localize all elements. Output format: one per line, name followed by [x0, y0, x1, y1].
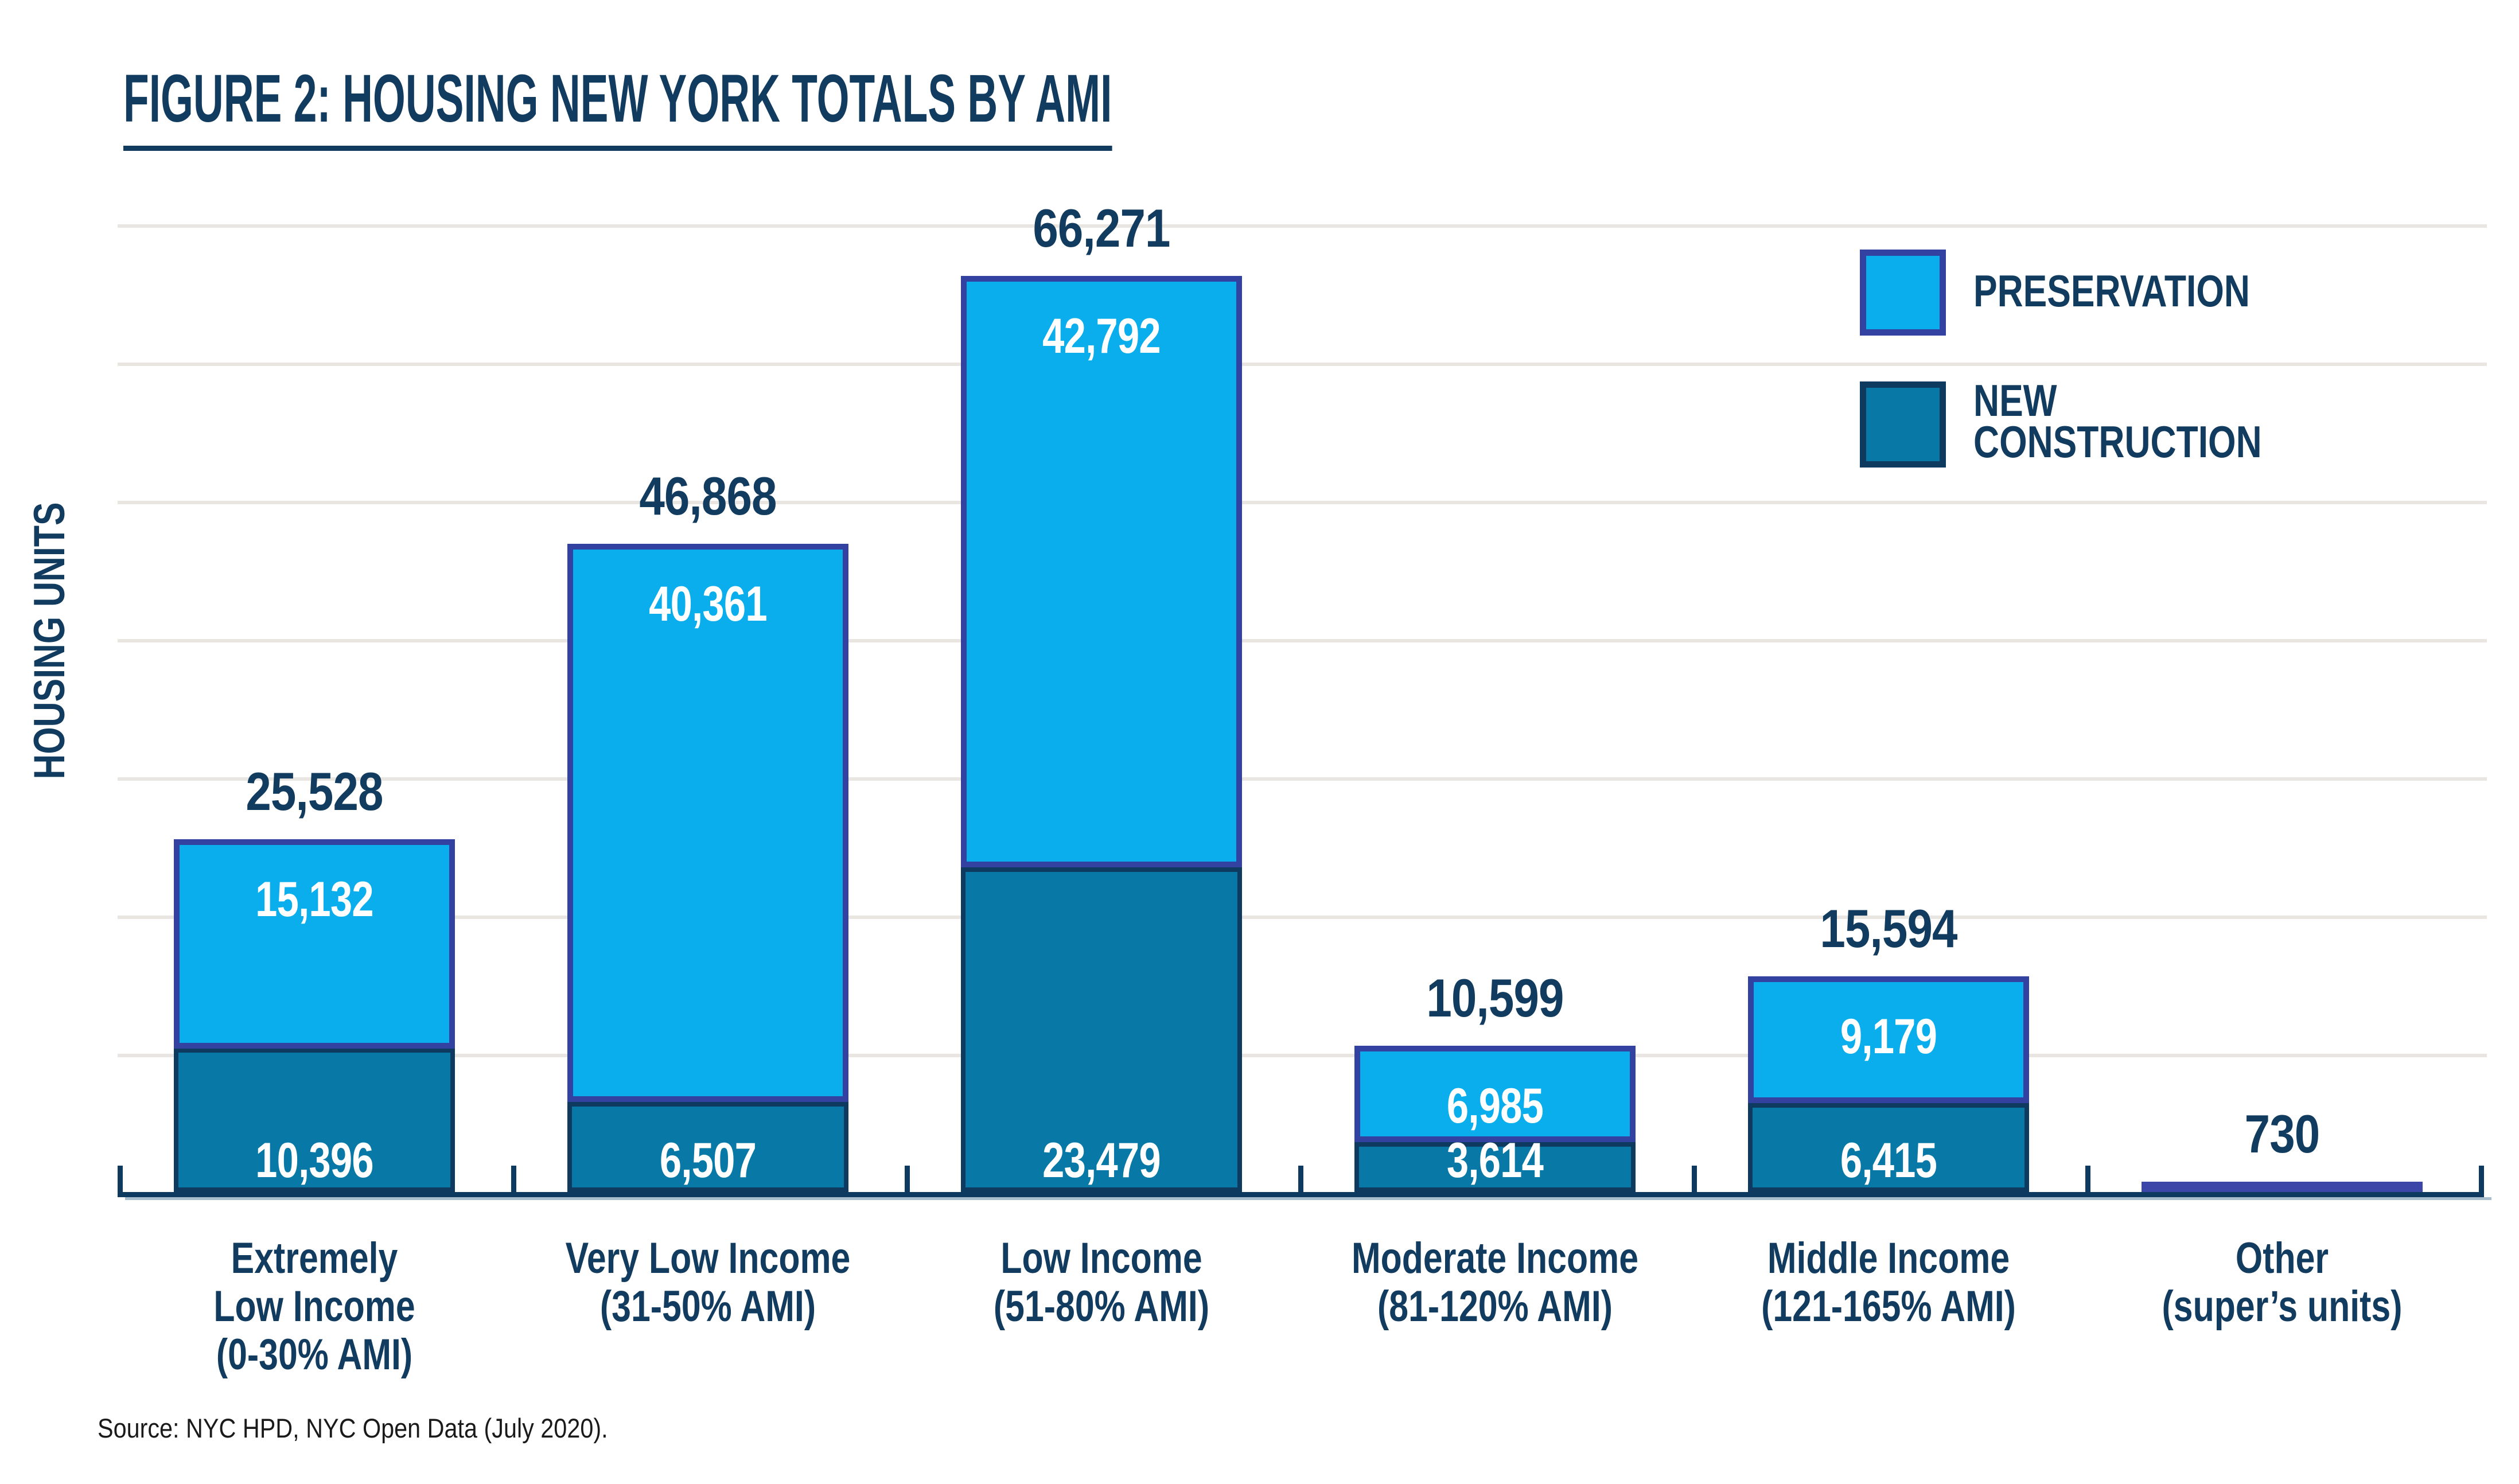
total-label-low-income: 66,271 — [1033, 198, 1170, 258]
bar-segment-preservation-extremely-low-income — [174, 839, 455, 1049]
bar-segment-new-construction-very-low-income — [567, 1102, 848, 1192]
total-label-other: 730 — [2244, 1104, 2321, 1164]
bar-other-supers-units — [2142, 1182, 2423, 1192]
value-label-preservation-middle-income: 9,179 — [1840, 1009, 1937, 1064]
bar-segment-preservation-moderate-income — [1354, 1046, 1636, 1142]
category-label-very-low-income: Very Low Income (31-50% AMI) — [565, 1234, 851, 1331]
gridline-60000 — [118, 363, 2487, 366]
x-axis-shadow — [125, 1197, 2491, 1200]
x-axis-tick-0 — [118, 1166, 123, 1192]
legend-swatch-new-construction — [1860, 381, 1946, 468]
bar-segment-preservation-middle-income — [1748, 976, 2029, 1103]
bar-segment-new-construction-low-income — [961, 867, 1242, 1192]
category-label-moderate-income: Moderate Income (81-120% AMI) — [1351, 1234, 1639, 1331]
figure-title-block: FIGURE 2: HOUSING NEW YORK TOTALS BY AMI — [123, 60, 1112, 151]
gridline-30000 — [118, 777, 2487, 781]
category-label-low-income: Low Income (51-80% AMI) — [993, 1234, 1210, 1331]
legend-label-new-construction: NEW CONSTRUCTION — [1973, 375, 2262, 467]
value-label-preservation-very-low-income: 40,361 — [649, 577, 767, 632]
bar-segment-new-construction-moderate-income — [1354, 1142, 1636, 1192]
total-label-extremely-low-income: 25,528 — [246, 761, 383, 821]
category-label-middle-income: Middle Income (121-165% AMI) — [1761, 1234, 2016, 1331]
value-label-preservation-moderate-income: 6,985 — [1446, 1078, 1544, 1134]
source-note: Source: NYC HPD, NYC Open Data (July 202… — [98, 1413, 608, 1443]
x-axis-tick-5 — [2085, 1166, 2090, 1192]
bar-segment-preservation-low-income — [961, 276, 1242, 867]
gridline-20000 — [118, 916, 2487, 919]
total-label-middle-income: 15,594 — [1820, 898, 1957, 959]
legend-label-preservation: PRESERVATION — [1973, 266, 2250, 316]
value-label-new-construction-extremely-low-income: 10,396 — [255, 1133, 373, 1188]
x-axis-tick-6 — [2479, 1166, 2484, 1192]
x-axis-tick-3 — [1298, 1166, 1303, 1192]
total-label-moderate-income: 10,599 — [1426, 968, 1564, 1028]
category-label-other: Other (super’s units) — [2162, 1234, 2403, 1331]
figure-title: FIGURE 2: HOUSING NEW YORK TOTALS BY AMI — [123, 60, 1112, 151]
value-label-preservation-low-income: 42,792 — [1042, 309, 1161, 364]
x-axis-tick-1 — [511, 1166, 516, 1192]
x-axis-tick-2 — [905, 1166, 910, 1192]
x-axis-tick-4 — [1692, 1166, 1697, 1192]
bar-segment-new-construction-middle-income — [1748, 1103, 2029, 1192]
gridline-40000 — [118, 639, 2487, 642]
gridline-70000 — [118, 224, 2487, 228]
category-label-extremely-low-income: Extremely Low Income (0-30% AMI) — [213, 1234, 415, 1379]
value-label-new-construction-middle-income: 6,415 — [1840, 1133, 1937, 1188]
gridline-50000 — [118, 501, 2487, 504]
value-label-preservation-extremely-low-income: 15,132 — [255, 872, 373, 927]
value-label-new-construction-moderate-income: 3,614 — [1446, 1133, 1544, 1188]
total-label-very-low-income: 46,868 — [639, 466, 777, 526]
value-label-new-construction-very-low-income: 6,507 — [659, 1133, 757, 1188]
legend-swatch-preservation — [1860, 250, 1946, 336]
bar-segment-new-construction-extremely-low-income — [174, 1048, 455, 1192]
bar-segment-preservation-very-low-income — [567, 544, 848, 1102]
gridline-10000 — [118, 1054, 2487, 1057]
x-axis-line — [118, 1192, 2484, 1197]
value-label-new-construction-low-income: 23,479 — [1042, 1133, 1161, 1188]
